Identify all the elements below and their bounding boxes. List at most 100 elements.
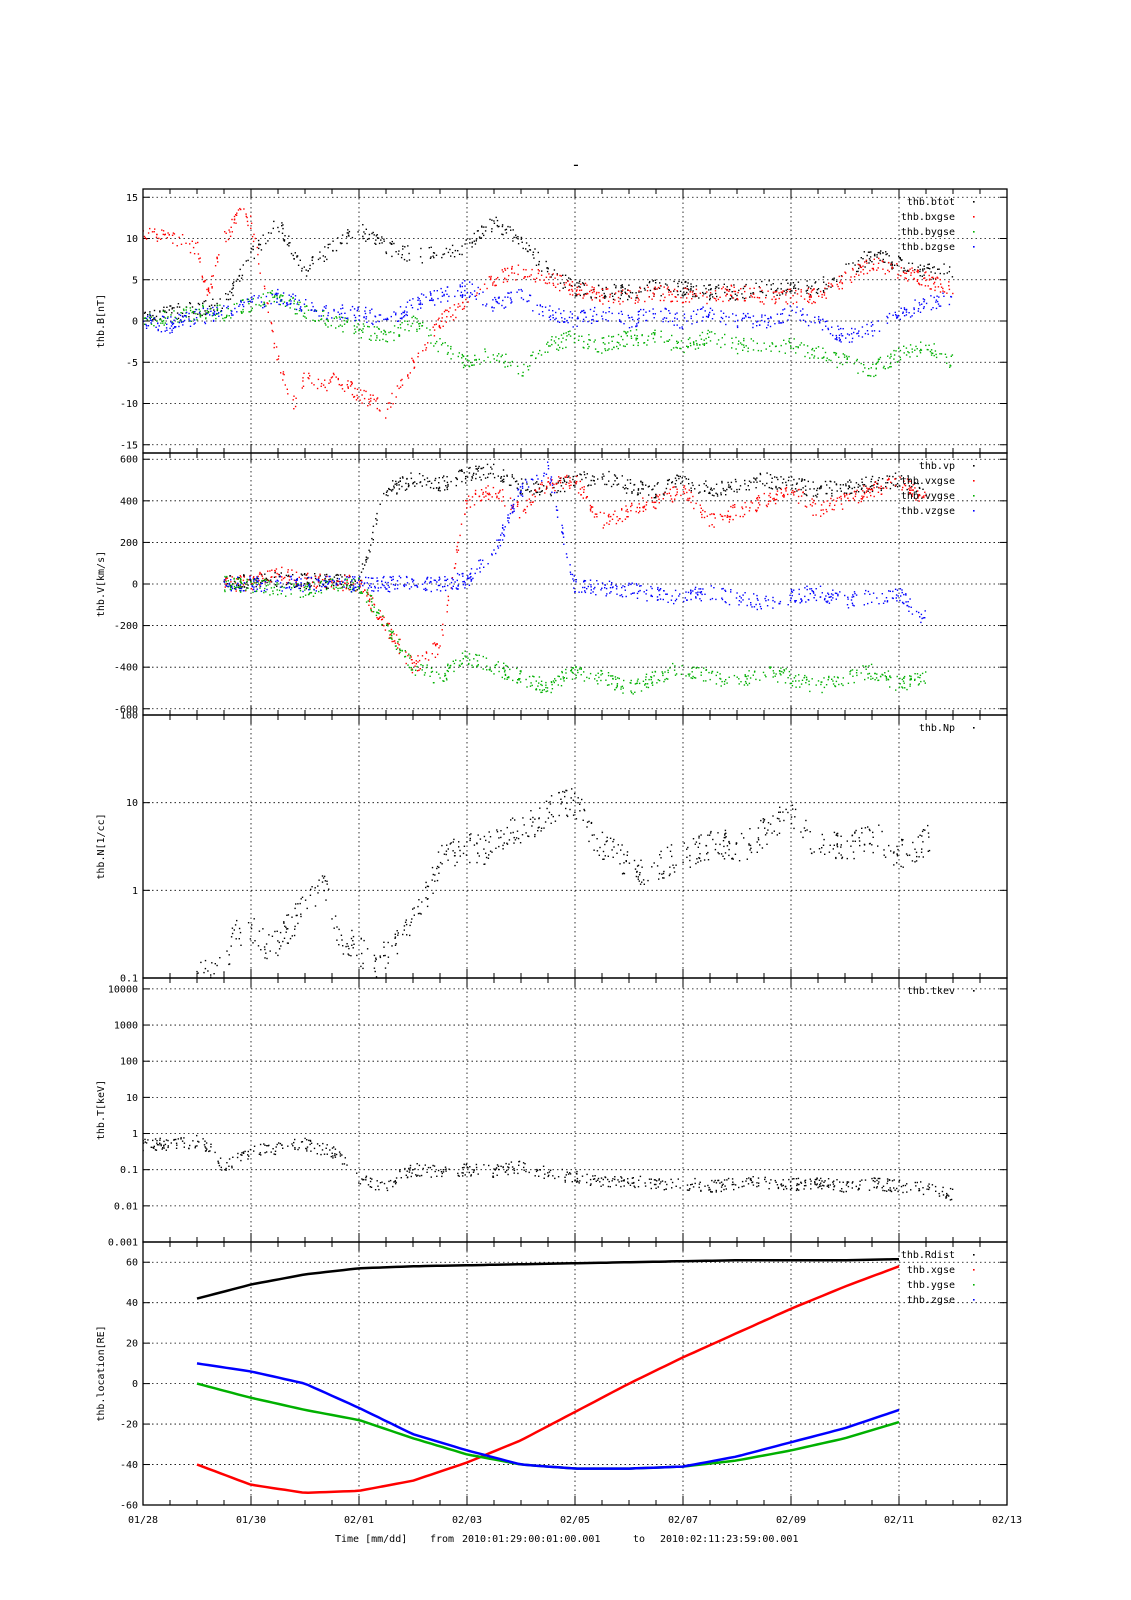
data-point [474,354,476,357]
data-point [564,318,566,320]
data-point [554,286,557,288]
data-point [807,324,810,327]
data-point [921,284,923,286]
data-point [894,311,896,314]
data-point [306,581,309,583]
data-point [175,317,177,320]
data-point [758,286,760,288]
data-point [284,576,286,579]
data-point [618,319,621,321]
data-point [431,670,434,673]
data-point [809,357,811,359]
data-point [267,579,269,581]
data-point [511,301,513,303]
data-point [611,683,613,685]
data-point [629,290,631,292]
data-point [817,318,820,320]
data-point [695,285,698,287]
data-point [327,326,329,328]
y-tick-label: 600 [120,455,138,466]
data-point [498,491,501,493]
data-point [399,323,402,326]
data-point [904,272,906,274]
data-point [157,329,159,332]
data-point [934,350,937,352]
data-point [808,680,810,682]
data-point [850,481,852,483]
data-point [372,323,374,326]
data-point [792,282,795,284]
data-point [740,681,742,683]
data-point [353,308,356,310]
data-point [902,270,905,272]
data-point [572,478,574,481]
data-point [791,491,793,494]
data-point [388,487,390,490]
data-point [884,273,886,275]
data-point [844,271,846,273]
data-point [839,280,842,282]
data-point [478,495,480,498]
data-point [237,584,240,587]
data-point [752,326,754,329]
data-point [243,574,245,576]
data-point [497,297,500,299]
data-point [281,576,283,578]
data-point [831,495,833,497]
data-point [701,516,703,519]
data-point [331,581,333,584]
data-point [521,241,523,243]
data-point [471,664,473,666]
data-point [871,490,874,493]
data-point [807,300,809,302]
data-point [347,234,350,236]
data-point [185,315,187,317]
data-point [689,497,691,499]
data-point [286,302,288,305]
data-point [602,289,604,291]
data-point [825,359,828,362]
data-point [890,355,892,358]
data-point [637,678,639,680]
data-point [623,679,625,682]
data-point [703,483,705,485]
data-point [422,294,425,296]
data-point [351,236,354,239]
data-point [676,491,678,493]
data-point [219,304,221,306]
data-point [627,314,629,317]
data-point [533,676,535,678]
data-point [614,676,617,678]
data-point [694,348,697,350]
data-point [578,280,581,282]
data-point [892,475,894,478]
data-point [639,287,642,290]
data-point [940,283,942,285]
data-point [734,293,737,295]
data-point [530,504,532,506]
data-point [278,576,281,578]
data-point [333,308,335,311]
data-point [298,299,300,301]
data-point [857,491,860,493]
data-point [589,504,592,507]
data-point [595,320,598,322]
data-point [372,525,375,527]
data-point [525,248,527,250]
data-point [290,583,292,585]
data-point [653,485,656,487]
data-point [930,271,932,273]
data-point [933,354,935,357]
data-point [759,473,762,476]
legend-marker [973,216,975,218]
data-point [342,589,344,592]
data-point [473,658,475,660]
data-point [790,682,793,685]
data-point [811,285,813,287]
data-point [667,320,670,323]
data-point [430,256,432,258]
data-point [725,494,727,496]
data-point [376,326,378,328]
data-point [189,325,192,327]
data-point [224,317,226,319]
